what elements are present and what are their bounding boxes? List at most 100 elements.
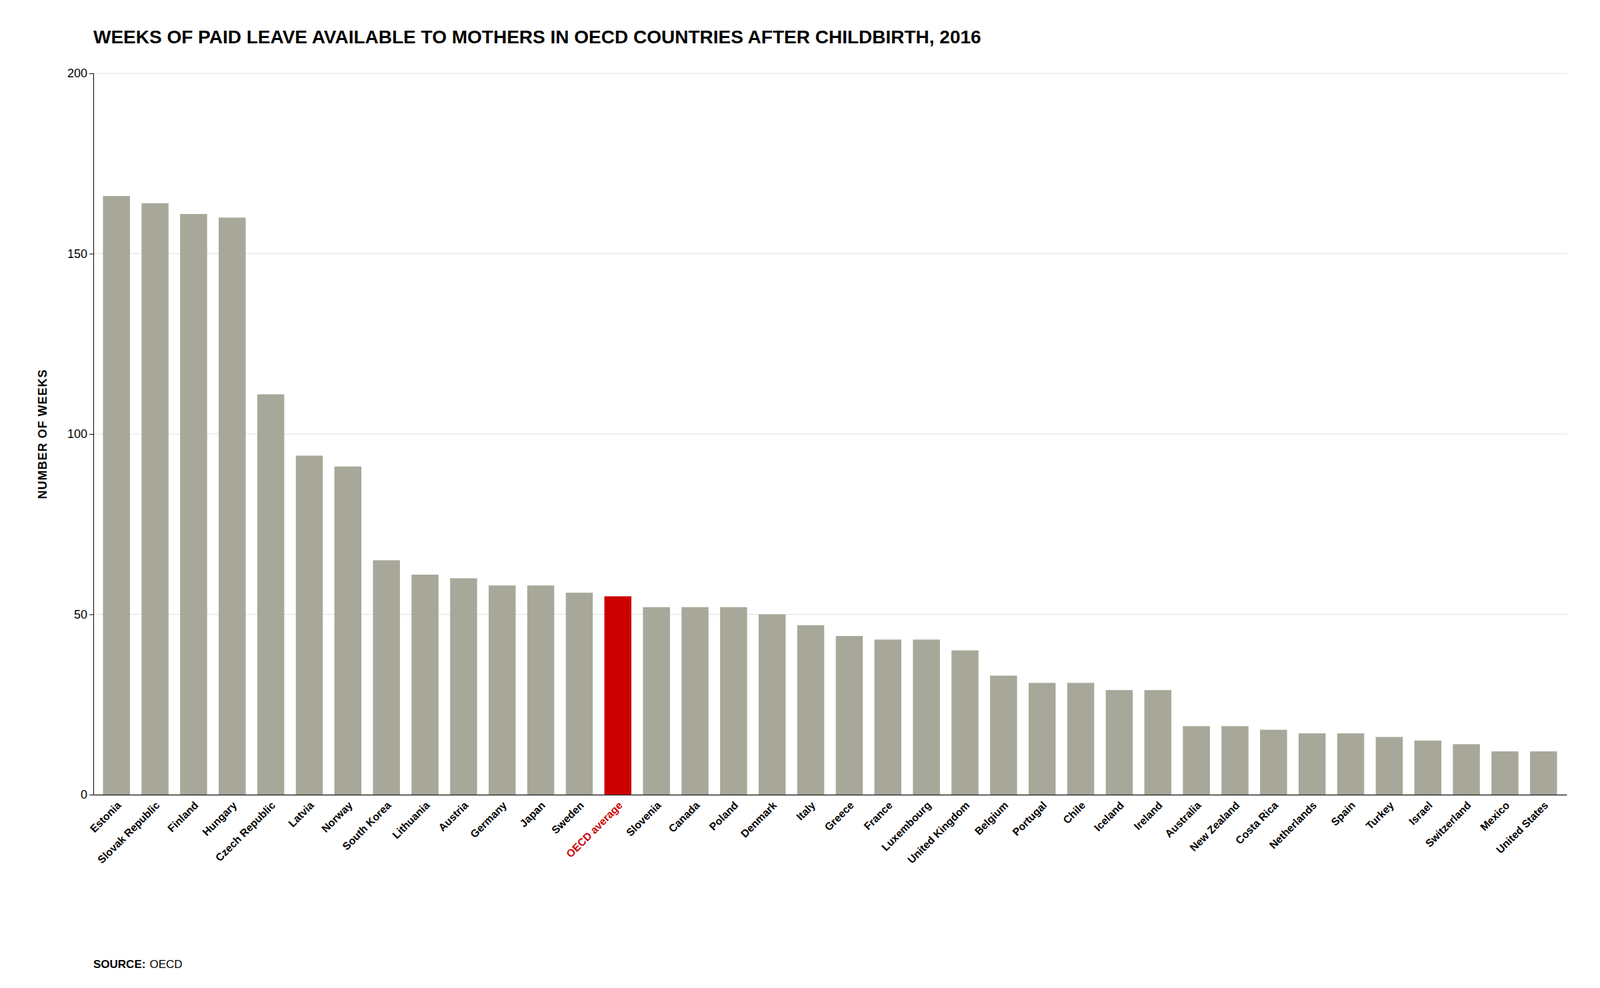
x-tick-label: South Korea [340, 799, 393, 852]
bar [1491, 751, 1518, 795]
x-tick-label: Czech Republic [213, 799, 278, 864]
y-tick-mark [89, 614, 94, 616]
bar [836, 636, 863, 795]
y-tick-mark [89, 254, 94, 255]
bar [604, 596, 632, 795]
x-tick: OECD average [564, 799, 625, 860]
source-part: OECD [149, 958, 182, 971]
bar [797, 625, 824, 795]
bar [1530, 751, 1557, 795]
x-tick: Portugal [1010, 799, 1049, 838]
bars [102, 196, 1557, 795]
bar [912, 639, 940, 795]
x-tick-label: France [862, 799, 895, 832]
x-tick: Switzerland [1423, 799, 1474, 850]
y-tick-mark [89, 434, 94, 435]
x-tick-label: Denmark [738, 799, 780, 840]
x-tick: United States [1494, 799, 1550, 856]
bar [990, 675, 1017, 795]
bar [218, 217, 246, 795]
x-tick: France [862, 799, 895, 832]
x-tick-label: Lithuania [390, 799, 432, 841]
bar [1144, 690, 1172, 795]
x-tick: Australia [1162, 799, 1204, 840]
source-part: SOURCE: [93, 958, 146, 971]
x-tick-label: Slovenia [624, 799, 664, 839]
bar [102, 196, 130, 795]
x-tick: Netherlands [1267, 799, 1319, 851]
bar [681, 607, 708, 795]
x-tick-label: Sweden [549, 799, 586, 836]
x-tick-label: Portugal [1010, 799, 1049, 838]
source-note: SOURCE:OECD [93, 958, 183, 971]
x-tick: Czech Republic [213, 799, 278, 864]
bar [720, 607, 747, 795]
x-tick-label: Norway [319, 799, 355, 835]
x-tick: Estonia [88, 799, 124, 835]
x-tick: Ireland [1132, 799, 1165, 832]
bar [1337, 733, 1364, 795]
x-tick-label: Estonia [88, 799, 124, 835]
x-tick: Sweden [549, 799, 586, 836]
x-tick: Turkey [1364, 799, 1396, 832]
x-tick: Lithuania [390, 799, 432, 841]
x-tick: Germany [468, 799, 509, 840]
bar [758, 614, 786, 796]
x-tick-label: Netherlands [1267, 799, 1319, 851]
bar [411, 574, 438, 795]
x-tick: Greece [822, 799, 856, 833]
x-tick-label: Poland [707, 799, 741, 833]
bar [1298, 733, 1326, 795]
bar [1260, 730, 1287, 795]
x-tick: Latvia [286, 799, 316, 830]
chart-svg: 050100150200EstoniaSlovak RepublicFinlan… [0, 0, 1600, 988]
x-tick: Austria [436, 799, 470, 834]
x-tick: Italy [794, 799, 818, 823]
bar [488, 585, 516, 795]
x-tick: Japan [517, 799, 548, 830]
x-tick-label: Belgium [972, 799, 1011, 838]
x-tick: United Kingdom [905, 799, 972, 866]
y-tick: 150 [67, 247, 94, 261]
y-tick: 0 [80, 788, 94, 802]
bar [1221, 726, 1248, 795]
x-tick: Hungary [200, 799, 239, 838]
x-tick: Israel [1406, 799, 1435, 828]
x-tick: Denmark [738, 799, 780, 840]
x-tick: Slovenia [624, 799, 664, 839]
bar [1028, 682, 1056, 795]
x-tick-label: Turkey [1364, 799, 1396, 832]
x-tick-label: United Kingdom [905, 799, 972, 866]
x-tick: Chile [1060, 799, 1088, 826]
x-tick-label: Switzerland [1423, 799, 1474, 850]
x-tick-label: New Zealand [1187, 799, 1242, 854]
bar [1182, 726, 1210, 795]
x-tick-label: Italy [794, 799, 818, 823]
y-tick-mark [89, 794, 94, 796]
grid [93, 73, 1567, 795]
x-tick-label: Canada [666, 799, 702, 835]
grid-line [93, 73, 1567, 74]
x-tick-label: Japan [517, 799, 548, 830]
bar [1452, 744, 1480, 795]
x-tick-label: Mexico [1478, 799, 1512, 834]
x-tick: Belgium [972, 799, 1011, 838]
grid-line [93, 253, 1567, 254]
x-tick-label: Finland [165, 799, 200, 834]
x-tick-label: Austria [436, 799, 470, 834]
bar [951, 650, 978, 795]
bar [1414, 740, 1441, 795]
x-tick: Finland [165, 799, 200, 834]
y-tick-label: 150 [67, 247, 88, 261]
y-tick-label: 100 [67, 427, 88, 441]
x-tick-label: Ireland [1132, 799, 1165, 832]
bar [334, 466, 362, 795]
x-tick: South Korea [340, 799, 393, 852]
y-tick: 100 [67, 427, 94, 441]
x-tick-label: Australia [1162, 799, 1204, 840]
y-tick-label: 0 [80, 788, 88, 802]
x-tick-label: Hungary [200, 799, 239, 838]
x-tick: Norway [319, 799, 355, 835]
y-tick: 200 [67, 66, 94, 80]
bar [1067, 682, 1094, 795]
